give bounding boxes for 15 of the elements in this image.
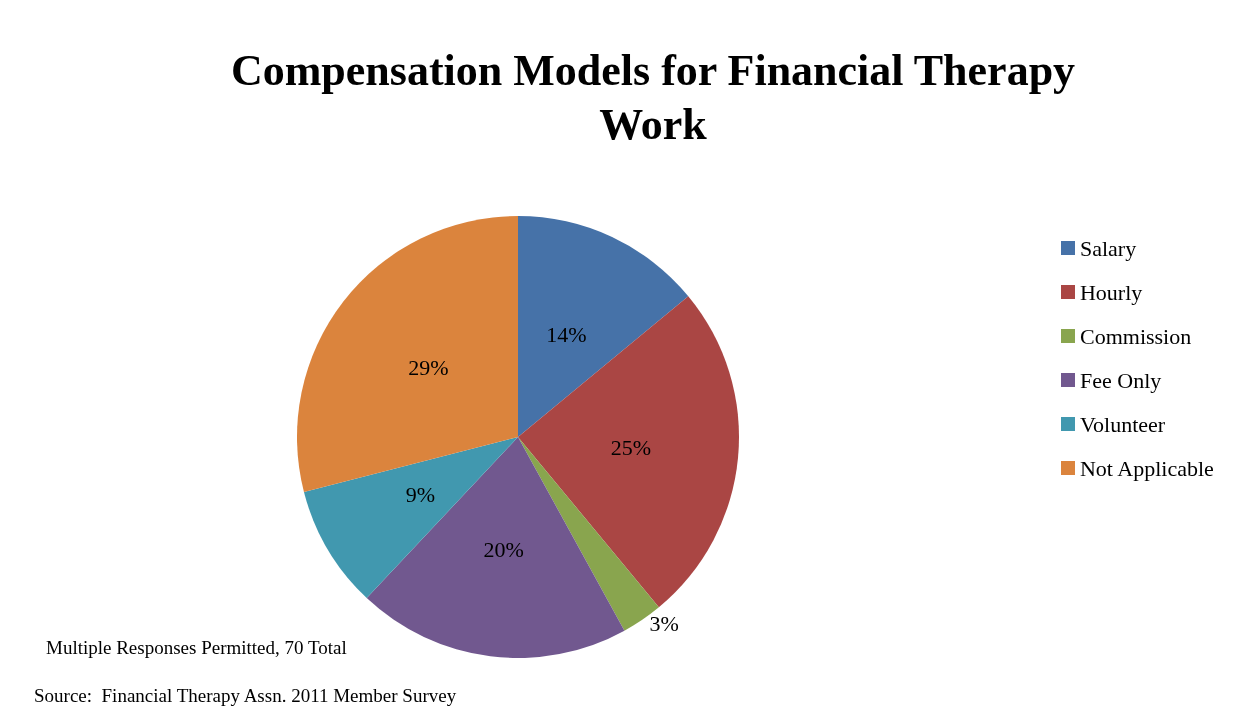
text: Multiple Responses Permitted, 70 Total — [46, 637, 347, 658]
legend-label: Fee Only — [1079, 367, 1162, 393]
chart-title: Compensation Models for Financial Therapy Work — [230, 45, 1076, 149]
data-label: 25% — [610, 435, 652, 461]
data-label: 20% — [483, 537, 524, 563]
legend-label: Commission — [1079, 323, 1192, 349]
data-label: 14% — [546, 321, 587, 347]
legend-label: Salary — [1079, 235, 1137, 261]
source-note: Source: Financial Therapy Assn. 2011 Member Survey — [34, 685, 457, 706]
data-label: 9% — [405, 482, 435, 508]
legend-label: Not Applicable — [1079, 455, 1214, 481]
data-label: 3% — [649, 610, 679, 636]
legend-label: Volunteer — [1079, 411, 1166, 437]
legend-label: Hourly — [1079, 279, 1143, 305]
data-label: 29% — [408, 354, 449, 380]
